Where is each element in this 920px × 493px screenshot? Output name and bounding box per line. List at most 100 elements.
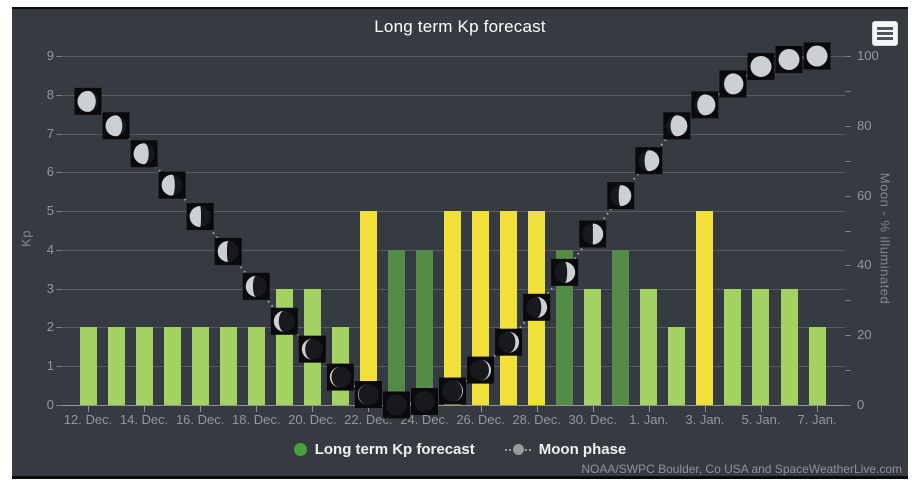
moon-phase-icon[interactable]: 23. Dec. — 0% illuminated — [382, 391, 410, 419]
chart-context-menu-button[interactable] — [872, 21, 898, 46]
moon-phase-icon[interactable]: 28. Dec. — 28% illuminated — [523, 293, 551, 321]
gridline — [62, 56, 845, 57]
moon-phase-icon[interactable]: 6. Jan. — 99% illuminated — [775, 45, 803, 73]
x-axis-tick — [312, 406, 314, 412]
left-axis-tick — [56, 211, 62, 213]
kp-bar[interactable] — [387, 249, 405, 405]
x-axis-tick — [256, 406, 258, 412]
x-axis-tick — [592, 406, 594, 412]
right-axis-tick — [845, 300, 851, 302]
left-axis-tick-label: 6 — [46, 164, 54, 180]
moon-phase-overlay: 12. Dec. — 87% illuminated13. Dec. — 80%… — [74, 42, 831, 419]
moon-phase-icon[interactable]: 15. Dec. — 63% illuminated — [158, 171, 186, 199]
x-axis-tick — [536, 406, 538, 412]
moon-phase-icon[interactable]: 5. Jan. — 97% illuminated — [747, 52, 775, 80]
moon-phase-icon[interactable]: 14. Dec. — 72% illuminated — [130, 140, 158, 168]
kp-forecast-chart-panel: Long term Kp forecast 0 1 2 3 4 5 6 7 8 9 0 20 40 60 8… — [12, 7, 908, 479]
left-axis-tick — [56, 405, 62, 406]
kp-bar[interactable] — [668, 327, 686, 405]
moon-phase-icon[interactable]: 26. Dec. — 10% illuminated — [467, 356, 495, 384]
left-axis-tick — [56, 56, 62, 57]
legend-item-kp-forecast[interactable]: Long term Kp forecast — [293, 441, 475, 458]
kp-bar[interactable] — [640, 288, 658, 405]
left-axis-tick — [56, 327, 62, 329]
kp-bar[interactable] — [752, 288, 770, 405]
x-axis-tick — [368, 406, 370, 412]
right-axis-tick-label: 40 — [857, 257, 872, 273]
moon-phase-icon[interactable]: 17. Dec. — 44% illuminated — [214, 237, 242, 265]
kp-bar[interactable] — [612, 249, 630, 405]
gridline — [62, 133, 845, 135]
moon-phase-icon[interactable]: 1. Jan. — 70% illuminated — [635, 147, 663, 175]
moon-phase-icon[interactable]: 21. Dec. — 8% illuminated — [326, 363, 354, 391]
moon-phase-icon[interactable]: 31. Dec. — 60% illuminated — [607, 182, 635, 210]
kp-bar[interactable] — [696, 211, 714, 405]
kp-bar[interactable] — [556, 249, 574, 405]
kp-bar[interactable] — [359, 211, 377, 405]
right-axis-tick-label: 60 — [857, 187, 872, 203]
x-axis-tick-label: 26. Dec. — [456, 412, 505, 427]
x-axis-tick-label: 24. Dec. — [400, 412, 449, 427]
x-axis-tick — [760, 406, 762, 412]
moon-phase-icon[interactable]: 13. Dec. — 80% illuminated — [102, 112, 130, 140]
gridline — [62, 172, 845, 174]
chart-title: Long term Kp forecast — [374, 17, 546, 36]
kp-bar[interactable] — [79, 327, 97, 405]
x-axis-tick-label: 16. Dec. — [175, 412, 225, 427]
moon-phase-icon[interactable]: 20. Dec. — 16% illuminated — [298, 335, 326, 363]
kp-bar[interactable] — [107, 327, 125, 405]
right-axis-tick — [845, 405, 851, 406]
left-axis-tick-label: 2 — [46, 319, 54, 335]
moon-phase-icon[interactable]: 22. Dec. — 3% illuminated — [354, 381, 382, 409]
moon-phase-icon[interactable]: 30. Dec. — 49% illuminated — [579, 220, 607, 248]
kp-bar[interactable] — [247, 327, 265, 405]
kp-bar[interactable] — [191, 327, 209, 405]
x-axis-tick-label: 30. Dec. — [568, 412, 617, 427]
x-axis-tick-label: 18. Dec. — [232, 412, 281, 427]
green-dot-icon — [293, 443, 307, 456]
x-axis-tick-label: 1. Jan. — [629, 412, 669, 427]
moon-phase-icon[interactable]: 3. Jan. — 86% illuminated — [691, 91, 719, 119]
x-axis-tick — [480, 406, 482, 412]
kp-bar[interactable] — [500, 211, 518, 405]
moon-phase-icon[interactable]: 12. Dec. — 87% illuminated — [74, 87, 102, 115]
moon-phase-icon[interactable]: 25. Dec. — 4% illuminated — [439, 377, 467, 405]
kp-bar[interactable] — [163, 327, 181, 405]
left-axis-tick — [56, 366, 62, 368]
left-axis-tick-label: 4 — [46, 241, 54, 257]
moon-phase-icon[interactable]: 16. Dec. — 54% illuminated — [186, 203, 214, 231]
right-axis-tick — [845, 195, 851, 197]
moon-phase-icon[interactable]: 18. Dec. — 34% illuminated — [242, 272, 270, 300]
moon-phase-icon[interactable]: 4. Jan. — 92% illuminated — [719, 70, 747, 98]
left-axis-tick-label: 3 — [46, 280, 54, 296]
legend-item-moon-phase[interactable]: Moon phase — [504, 441, 627, 458]
kp-bar[interactable] — [780, 288, 798, 405]
left-axis-tick-label: 0 — [46, 397, 54, 412]
kp-bar[interactable] — [808, 327, 826, 405]
moon-phase-icon[interactable]: 7. Jan. — 100% illuminated — [803, 42, 831, 70]
attribution-text: NOAA/SWPC Boulder, Co USA and SpaceWeath… — [581, 462, 902, 476]
moon-phase-icon[interactable]: 27. Dec. — 18% illuminated — [495, 328, 523, 356]
kp-bar[interactable] — [415, 249, 433, 405]
kp-bar[interactable] — [444, 211, 462, 405]
right-axis-tick — [845, 56, 851, 57]
kp-bar[interactable] — [472, 211, 490, 405]
moon-phase-icon[interactable]: 19. Dec. — 24% illuminated — [270, 307, 298, 335]
moon-phase-icon[interactable]: 2. Jan. — 80% illuminated — [663, 112, 691, 140]
legend-label: Moon phase — [538, 441, 627, 458]
chart-legend: Long term Kp forecast Moon phase — [12, 441, 908, 458]
x-axis-tick-label: 14. Dec. — [119, 412, 169, 427]
left-axis-tick — [56, 94, 62, 96]
kp-bar[interactable] — [219, 327, 237, 405]
legend-label: Long term Kp forecast — [314, 441, 475, 458]
x-axis-tick — [200, 406, 202, 412]
right-axis-tick-label: 100 — [857, 48, 879, 63]
moon-phase-icon[interactable]: 24. Dec. — 1% illuminated — [410, 388, 438, 416]
x-axis-tick-label: 7. Jan. — [797, 412, 837, 427]
x-axis-line — [62, 405, 845, 406]
kp-bar[interactable] — [584, 288, 602, 405]
kp-bar[interactable] — [135, 327, 153, 405]
moon-phase-icon[interactable]: 29. Dec. — 38% illuminated — [551, 258, 579, 286]
kp-bar[interactable] — [724, 288, 742, 405]
right-axis-tick — [845, 160, 851, 162]
